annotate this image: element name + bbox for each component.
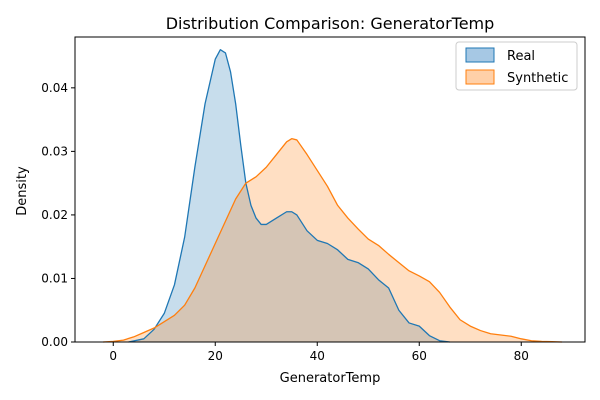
legend-label-real: Real xyxy=(507,49,535,64)
y-axis-label: Density xyxy=(15,166,30,216)
y-tick-label: 0.03 xyxy=(41,144,68,158)
legend: Real Synthetic xyxy=(455,41,578,91)
x-tick-label: 80 xyxy=(514,349,529,363)
x-tick-label: 0 xyxy=(109,349,117,363)
x-axis-label: GeneratorTemp xyxy=(280,371,381,386)
y-tick-label: 0.00 xyxy=(41,335,68,349)
x-tick-label: 20 xyxy=(208,349,223,363)
plot-area xyxy=(103,49,563,343)
series-area-real xyxy=(128,49,450,343)
x-axis-ticks: 0 20 40 60 80 xyxy=(109,342,529,363)
x-tick-label: 60 xyxy=(412,349,427,363)
series-line-synthetic xyxy=(103,138,563,343)
series-line-real xyxy=(128,49,450,343)
y-axis-ticks: 0.00 0.01 0.02 0.03 0.04 xyxy=(41,81,75,349)
chart-title: Distribution Comparison: GeneratorTemp xyxy=(166,14,495,33)
legend-swatch-real xyxy=(465,47,495,63)
legend-label-synthetic: Synthetic xyxy=(507,71,568,86)
x-tick-label: 40 xyxy=(310,349,325,363)
y-tick-label: 0.04 xyxy=(41,81,68,95)
axes-border xyxy=(74,36,586,343)
legend-swatch-synthetic xyxy=(465,69,495,85)
series-area-synthetic xyxy=(103,138,563,342)
y-tick-label: 0.01 xyxy=(41,271,68,285)
axes-frame xyxy=(74,36,586,343)
y-tick-label: 0.02 xyxy=(41,208,68,222)
